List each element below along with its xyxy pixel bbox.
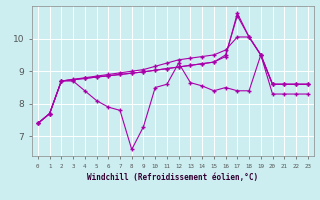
X-axis label: Windchill (Refroidissement éolien,°C): Windchill (Refroidissement éolien,°C)	[87, 173, 258, 182]
